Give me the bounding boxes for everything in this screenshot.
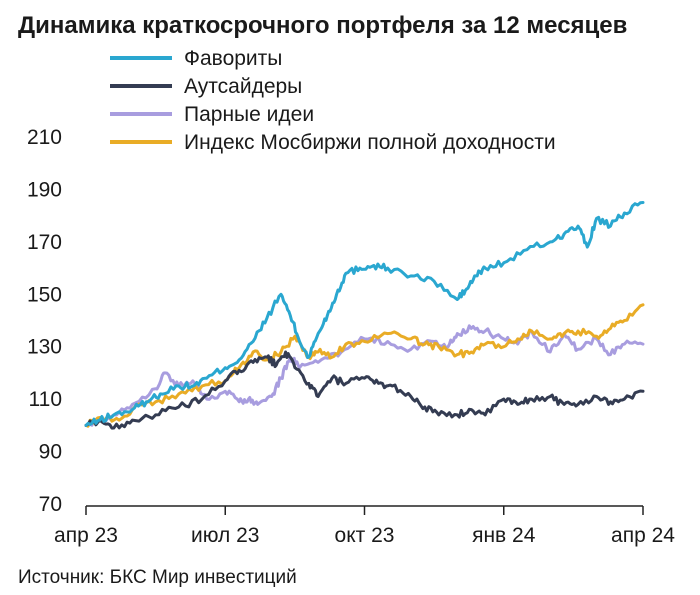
x-axis-ticks: апр 23 июл 23 окт 23 янв 24 апр 24 [54,506,675,547]
y-tick-label: 110 [29,388,62,411]
y-tick-label: 150 [27,283,62,306]
y-axis-ticks: 70 90 110 130 150 170 190 210 [27,126,62,516]
chart-title: Динамика краткосрочного портфеля за 12 м… [18,12,627,39]
x-tick-label: апр 23 [54,524,118,547]
y-tick-label: 130 [27,336,62,359]
x-tick-label: апр 24 [611,524,675,547]
y-tick-label: 190 [27,178,62,201]
legend-label: Аутсайдеры [184,75,302,98]
x-tick-label: июл 23 [191,524,259,547]
source-note: Источник: БКС Мир инвестиций [18,567,297,588]
x-tick-label: янв 24 [472,524,536,547]
y-tick-label: 170 [27,231,62,254]
y-tick-label: 90 [39,441,62,464]
plot-area [84,201,645,430]
series-line-1 [84,350,645,430]
legend-label: Парные идеи [184,103,314,126]
legend-label: Фавориты [184,47,282,70]
y-tick-label: 210 [27,126,62,149]
legend-label: Индекс Мосбиржи полной доходности [184,131,556,154]
y-tick-label: 70 [39,493,62,516]
series-line-0 [84,201,645,427]
series-line-3 [84,303,645,428]
x-tick-label: окт 23 [335,524,395,547]
legend: Фавориты Аутсайдеры Парные идеи Индекс Мосб… [110,47,556,154]
